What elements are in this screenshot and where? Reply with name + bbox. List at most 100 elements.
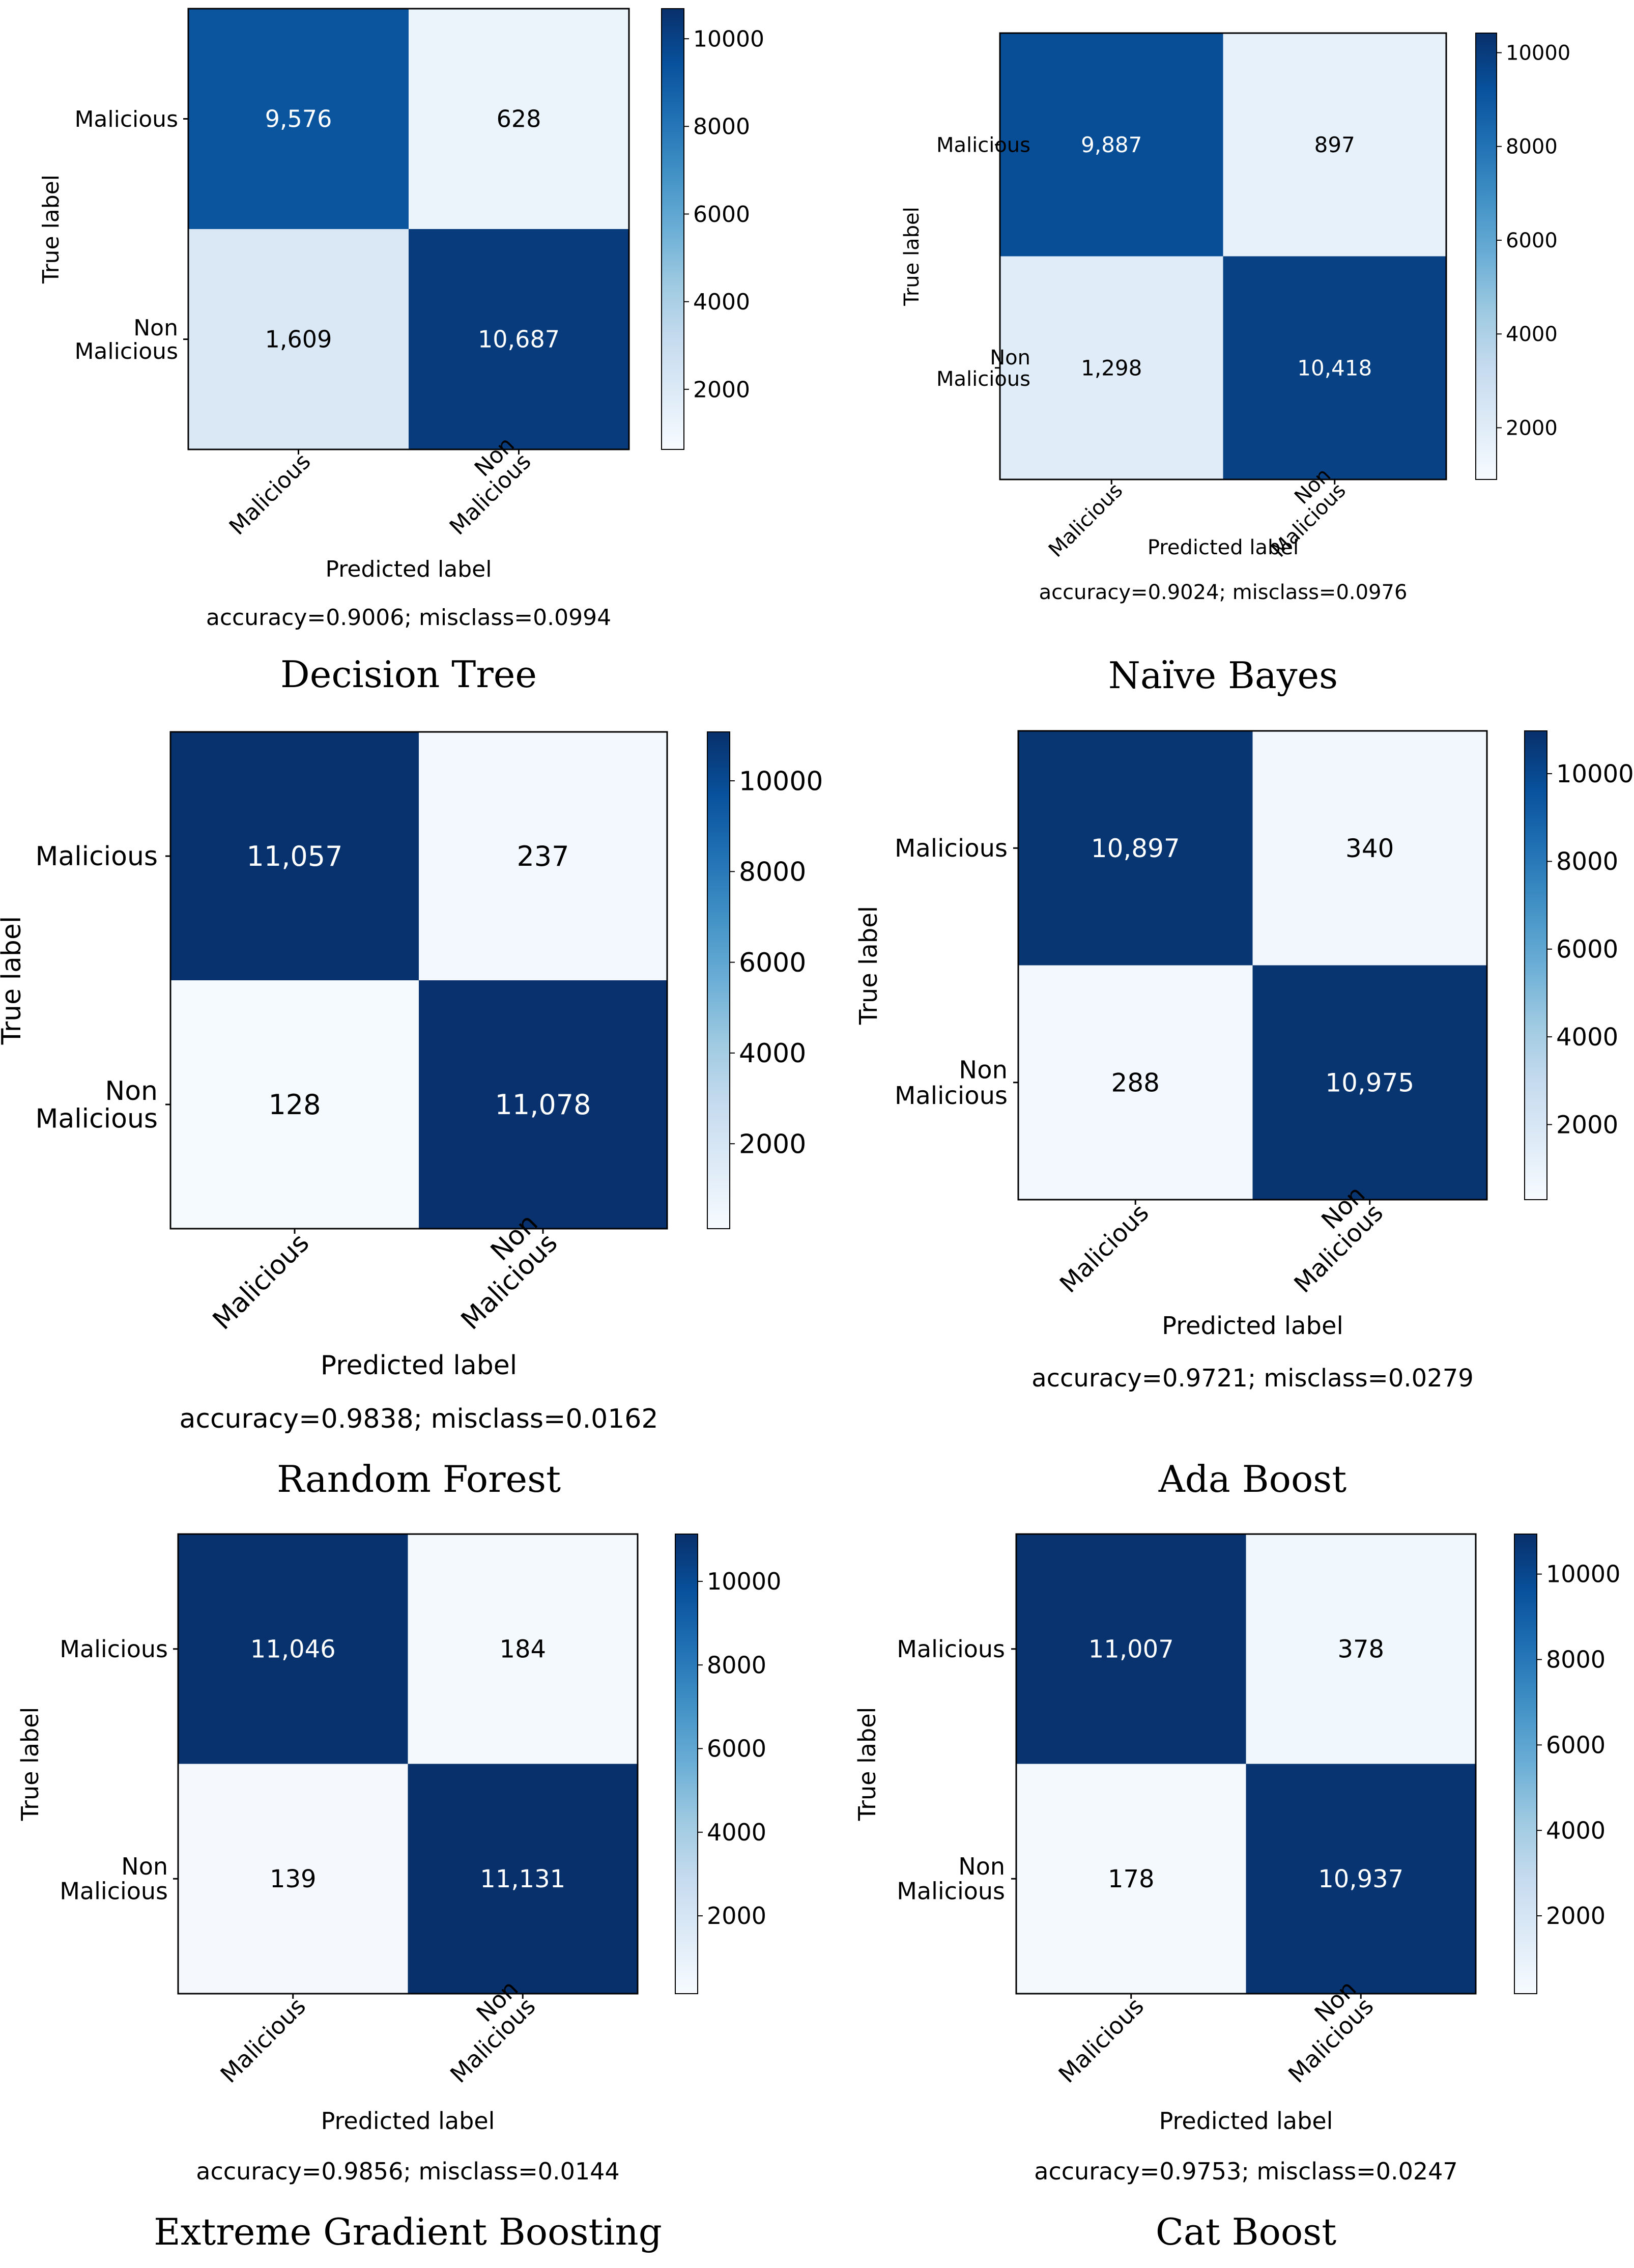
cell-value-label: 11,131 [480, 1865, 565, 1893]
colorbar-gradient [707, 731, 730, 1229]
y-tick-label: Non Malicious [895, 1056, 1008, 1110]
confusion-matrix-panel: 9,887 897 1,298 10,418 Malicious Non Malicious… [900, 32, 1570, 697]
colorbar-tick-label: 6000 [1556, 935, 1618, 964]
matrix-cell [188, 9, 409, 229]
colorbar-gradient [675, 1534, 698, 1994]
colorbar-tick-label: 8000 [739, 857, 806, 888]
cell-value-label: 128 [268, 1089, 321, 1121]
colorbar: 2000 4000 6000 8000 10000 [1514, 1534, 1620, 1994]
colorbar-tick-label: 6000 [707, 1735, 766, 1763]
x-axis-label: Predicted label [1159, 2107, 1333, 2135]
y-axis-label: True label [900, 207, 924, 306]
colorbar-tick-label: 2000 [707, 1902, 766, 1930]
y-axis-label: True label [853, 1707, 881, 1822]
confusion-matrix-panel: 11,057 237 128 11,078 Malicious Non Malicious M… [0, 731, 823, 1500]
matrix-cell [409, 229, 629, 449]
colorbar-gradient [1475, 33, 1497, 480]
matrix-frame [1015, 1533, 1477, 1995]
panel-caption: Random Forest [277, 1458, 561, 1500]
panel-caption: Extreme Gradient Boosting [154, 2210, 662, 2253]
matrix-cell [178, 1534, 408, 1764]
colorbar-tick-label: 10000 [739, 766, 823, 797]
colorbar-gradient [1514, 1534, 1537, 1994]
cell-value-label: 340 [1345, 834, 1394, 863]
y-tick-label: Malicious [895, 834, 1008, 863]
colorbar-tick-label: 4000 [1506, 323, 1558, 346]
panel-caption: Cat Boost [1156, 2210, 1336, 2253]
cell-value-label: 288 [1111, 1068, 1160, 1097]
accuracy-metrics: accuracy=0.9721; misclass=0.0279 [1031, 1364, 1474, 1393]
cell-value-label: 10,897 [1091, 834, 1180, 863]
x-axis-label: Predicted label [321, 2107, 495, 2135]
matrix-frame [1017, 730, 1488, 1201]
y-tick-label: Non Malicious [35, 1076, 158, 1135]
matrix-cell [419, 980, 667, 1229]
y-tick-label: Malicious [897, 1635, 1005, 1663]
cell-value-label: 178 [1108, 1865, 1155, 1893]
colorbar: 2000 4000 6000 8000 10000 [661, 8, 764, 450]
cell-value-label: 11,078 [495, 1089, 591, 1121]
colorbar-gradient [661, 8, 684, 450]
colorbar-tick-label: 6000 [1546, 1731, 1606, 1759]
matrix-cell [409, 9, 629, 229]
x-tick-label: Malicious [1054, 1199, 1155, 1299]
x-axis-label: Predicted label [326, 556, 492, 582]
cell-value-label: 139 [270, 1865, 317, 1893]
cell-value-label: 11,007 [1088, 1635, 1174, 1664]
cell-value-label: 9,887 [1081, 132, 1142, 157]
y-tick-label: Non Malicious [60, 1853, 168, 1905]
colorbar-tick-label: 4000 [693, 289, 750, 315]
colorbar-tick-label: 6000 [739, 948, 806, 978]
colorbar-tick-label: 8000 [707, 1651, 766, 1679]
x-tick-label: Malicious [224, 448, 316, 540]
colorbar-tick-label: 8000 [1506, 135, 1558, 159]
y-tick-label: Non Malicious [74, 315, 178, 364]
x-axis-label: Predicted label [1148, 536, 1299, 559]
cell-value-label: 184 [499, 1635, 546, 1664]
colorbar-tick-label: 8000 [1556, 847, 1618, 876]
cell-value-label: 10,687 [478, 326, 560, 353]
y-tick-label: Non Malicious [936, 346, 1030, 391]
y-tick-label: Malicious [74, 106, 178, 132]
matrix-frame [999, 32, 1447, 480]
panel-caption: Naïve Bayes [1108, 654, 1338, 697]
matrix-cell [1000, 256, 1223, 479]
cell-value-label: 9,576 [265, 105, 332, 133]
matrix-cell [170, 980, 419, 1229]
colorbar: 2000 4000 6000 8000 10000 [707, 731, 823, 1229]
accuracy-metrics: accuracy=0.9838; misclass=0.0162 [180, 1404, 658, 1434]
colorbar-tick-label: 2000 [1556, 1111, 1618, 1139]
matrix-cell [1016, 1534, 1246, 1764]
colorbar-tick-label: 4000 [1546, 1817, 1606, 1844]
x-axis-label: Predicted label [321, 1350, 517, 1381]
matrix-cell [1223, 256, 1446, 479]
y-tick-label: Malicious [936, 133, 1030, 157]
cell-value-label: 1,298 [1081, 355, 1142, 380]
cell-value-label: 11,046 [250, 1635, 336, 1664]
colorbar-tick-label: 6000 [693, 202, 750, 228]
y-axis-label: True label [16, 1707, 44, 1822]
colorbar-tick-label: 2000 [1546, 1902, 1606, 1930]
colorbar: 2000 4000 6000 8000 10000 [675, 1534, 781, 1994]
matrix-cell [1252, 965, 1487, 1200]
confusion-matrix-panel: 11,007 378 178 10,937 Malicious Non Malicious M… [853, 1533, 1620, 2253]
colorbar: 2000 4000 6000 8000 10000 [1475, 33, 1570, 480]
colorbar-tick-label: 10000 [1546, 1561, 1620, 1588]
colorbar-tick-label: 2000 [693, 377, 750, 403]
colorbar-tick-label: 2000 [1506, 416, 1558, 440]
colorbar-tick-label: 6000 [1506, 229, 1558, 252]
matrix-cell [408, 1534, 638, 1764]
colorbar-tick-label: 10000 [693, 26, 764, 52]
matrix-frame [177, 1533, 639, 1995]
x-tick-label: Malicious [207, 1228, 316, 1336]
cell-value-label: 378 [1337, 1635, 1384, 1664]
accuracy-metrics: accuracy=0.9006; misclass=0.0994 [206, 605, 611, 631]
panel-caption: Decision Tree [280, 653, 537, 696]
cell-value-label: 10,975 [1325, 1068, 1414, 1097]
y-tick-label: Malicious [35, 841, 158, 872]
accuracy-metrics: accuracy=0.9753; misclass=0.0247 [1034, 2158, 1457, 2185]
cell-value-label: 237 [517, 840, 569, 872]
matrix-cell [1018, 965, 1253, 1200]
x-tick-label: Malicious [1053, 1992, 1149, 2088]
